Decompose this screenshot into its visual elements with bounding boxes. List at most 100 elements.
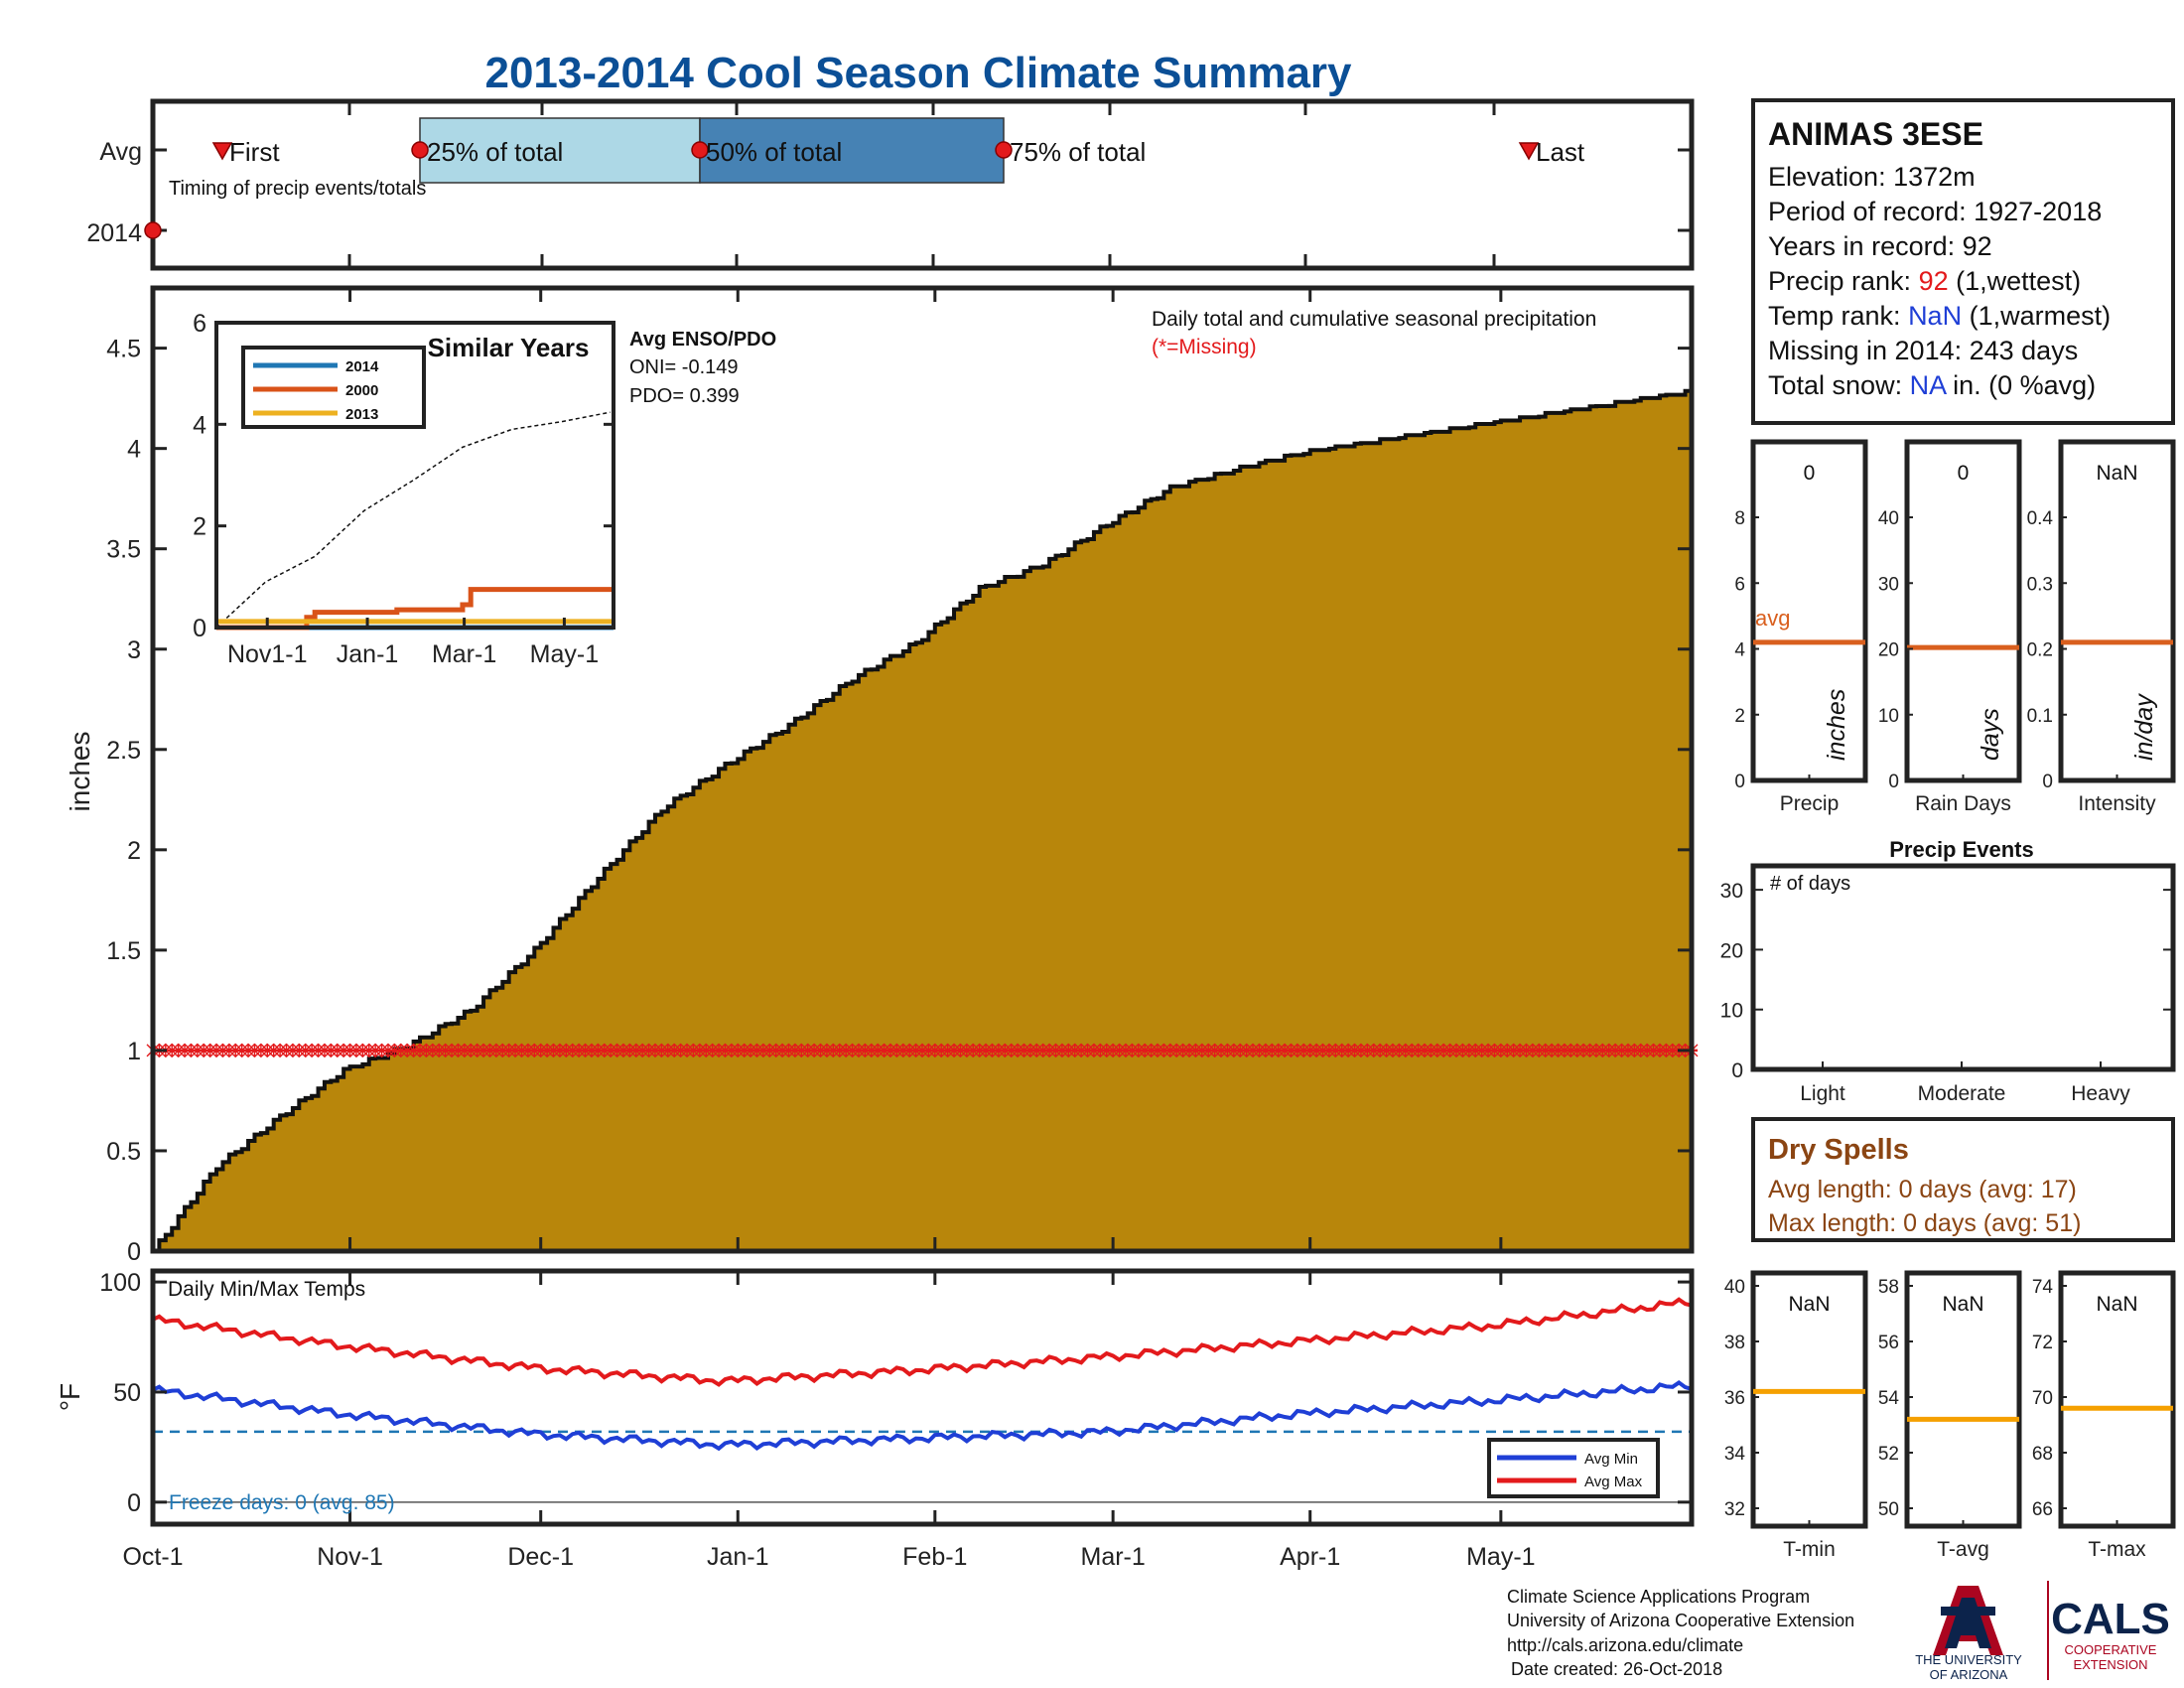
x-axis-tick-label: Dec-1 [507,1543,574,1571]
enso-title: Avg ENSO/PDO [629,329,776,351]
timing-box-50-75 [699,117,1005,184]
events-ytick-label: 10 [1720,1000,1743,1023]
events-frame [1750,863,2176,1072]
dry-frame [1751,1117,2175,1242]
events-category-label: Heavy [2071,1082,2130,1105]
small-panel-label: T-min [1783,1538,1836,1561]
station-name: ANIMAS 3ESE [1768,116,1983,152]
small-panel-ytick-label: 6 [1734,574,1745,595]
year-marker [144,221,162,239]
small-panel-label: T-max [2088,1538,2146,1561]
p25-label: 25% of total [427,137,563,167]
inset-legend-2000: 2000 [345,382,378,399]
timing-frame [150,98,1695,271]
main-ytick-label: 1.5 [106,937,141,965]
small-panel-label: Precip [1780,792,1840,815]
station-temp-rank: Temp rank: NaN (1,warmest) [1768,301,2111,331]
small-panel-ytick-label: 50 [1878,1499,1899,1520]
enso-pdo: PDO= 0.399 [629,385,740,407]
inset-xtick-label: May-1 [530,640,599,668]
main-ytick-label: 0 [127,1238,141,1266]
main-frame [150,285,1695,1254]
small-panel-label: T-avg [1937,1538,1989,1561]
small-panel-ytick-label: 30 [1878,574,1899,595]
station-precip-rank: Precip rank: 92 (1,wettest) [1768,266,2081,296]
cals-sub2: EXTENSION [2073,1657,2147,1672]
small-panel-ytick-label: 32 [1724,1499,1745,1520]
station-period: Period of record: 1927-2018 [1768,197,2102,226]
inset-avg-line [215,411,611,629]
ua-a-crossbar [1941,1607,1995,1616]
main-ytick-label: 2 [127,837,141,865]
last-label: Last [1536,137,1585,167]
p75-marker [995,141,1013,159]
x-axis-tick-label: Feb-1 [902,1543,967,1571]
small-panel-ytick-label: 0 [1734,772,1745,792]
small-panel-ytick-label: 0.1 [2027,706,2053,727]
inset-frame [214,321,615,630]
p75-label: 75% of total [1010,137,1146,167]
station-frame [1751,98,2175,425]
first-label: First [229,137,280,167]
small-panel-ytick-label: 34 [1724,1444,1746,1465]
station-elevation: Elevation: 1372m [1768,162,1976,192]
timing-panel: Avg 2014 First 25% of total 50% of total… [86,98,1695,271]
small-panel-value: NaN [2096,1293,2137,1316]
footer-line1: Climate Science Applications Program [1507,1587,1810,1607]
small-panel-ytick-label: 70 [2032,1388,2053,1409]
temp-ytick-label: 100 [99,1269,141,1297]
small-panel-ytick-label: 52 [1878,1444,1899,1465]
temp-series-avg-max [152,1297,1693,1387]
main-note-line1: Daily total and cumulative seasonal prec… [1152,308,1596,331]
avg-label: avg [1755,606,1790,631]
small-panel-ytick-label: 0.4 [2027,508,2054,529]
temp-legend-min: Avg Min [1584,1451,1638,1468]
cals-sub1: COOPERATIVE [2065,1642,2157,1657]
small-panel-ytick-label: 20 [1878,640,1899,661]
station-info: ANIMAS 3ESE Elevation: 1372m Period of r… [1751,98,2175,425]
inset-ytick-label: 4 [193,411,206,439]
temp-ylabel: °F [55,1383,85,1411]
main-ytick-label: 0.5 [106,1138,141,1166]
first-marker [211,142,233,161]
small-panel-ytick-label: 40 [1878,508,1899,529]
footer-line3: http://cals.arizona.edu/climate [1507,1635,1743,1655]
events-ytick-label: 20 [1720,939,1743,962]
small-panel-ytick-label: 56 [1878,1333,1899,1353]
temp-legend-max: Avg Max [1584,1474,1643,1490]
small-panel-value: NaN [1942,1293,1983,1316]
ua-logo: THE UNIVERSITY OF ARIZONA [1915,1586,2022,1682]
small-panel-label: Rain Days [1915,792,2011,815]
ua-a-logo-inner [1945,1598,1991,1648]
temp-title: Daily Min/Max Temps [168,1278,365,1301]
events-category-label: Light [1800,1082,1845,1105]
x-axis-tick-label: Mar-1 [1081,1543,1146,1571]
station-years: Years in record: 92 [1768,231,1992,261]
small-panel-unit: days [1977,708,2004,761]
station-missing: Missing in 2014: 243 days [1768,336,2078,365]
x-axis-tick-label: Jan-1 [707,1543,769,1571]
small-panel-ytick-label: 10 [1878,706,1899,727]
cals-logo: CALS [2051,1595,2170,1643]
enso-oni: ONI= -0.149 [629,356,739,378]
main-ytick-label: 2.5 [106,737,141,765]
small-panel-ytick-label: 36 [1724,1388,1745,1409]
dry-max-length: Max length: 0 days (avg: 51) [1768,1209,2081,1237]
small-panel-value: NaN [2096,462,2137,485]
small-panel-ytick-label: 66 [2032,1499,2053,1520]
freeze-days: Freeze days: 0 (avg. 85) [169,1491,395,1514]
small-panel-ytick-label: 0 [2042,772,2053,792]
events-ylabel: # of days [1770,873,1850,895]
small-panel-value: NaN [1788,1293,1830,1316]
ua-logo-line1: THE UNIVERSITY [1915,1652,2022,1667]
precip-events-panel: Precip Events # of days 0 10 20 30 Light Mode… [1720,837,2176,1105]
timing-box-25-50 [419,117,701,184]
inset-title: Similar Years [428,333,590,362]
main-ytick-label: 4 [127,436,141,464]
inset-ytick-label: 0 [193,615,206,642]
footer: Climate Science Applications Program Uni… [1507,1581,2170,1682]
small-panel-unit: in/day [2130,693,2158,761]
x-axis-tick-label: Apr-1 [1280,1543,1340,1571]
dry-avg-length: Avg length: 0 days (avg: 17) [1768,1176,2077,1203]
